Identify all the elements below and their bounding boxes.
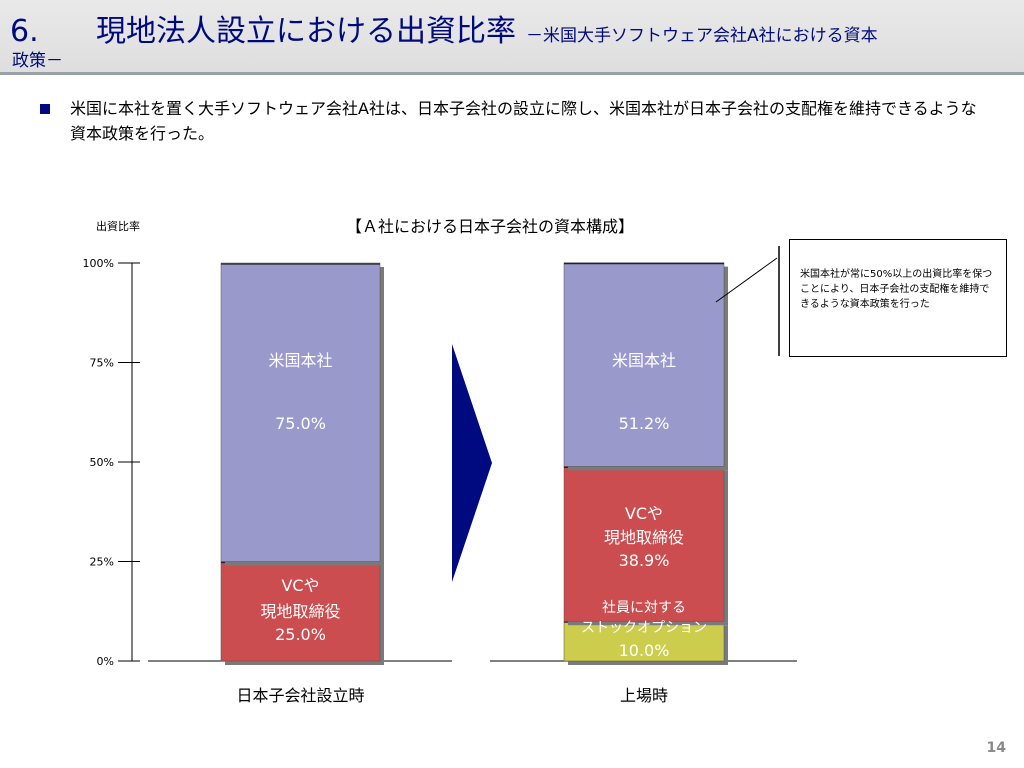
- segment-label: VCや: [625, 504, 663, 523]
- bar-segment-us_hq: [563, 262, 725, 467]
- y-axis-label: 出資比率: [96, 219, 140, 233]
- y-tick-label: 0%: [97, 655, 114, 668]
- bullet-point: 米国に本社を置く大手ソフトウェア会社A社は、日本子会社の設立に際し、米国本社が日…: [40, 96, 990, 146]
- section-number: 6.: [10, 14, 39, 49]
- y-tick-label: 100%: [83, 257, 114, 270]
- bar-segment-vc: [220, 561, 381, 662]
- y-tick-label: 25%: [90, 556, 114, 569]
- segment-label: 51.2%: [619, 414, 670, 433]
- title-bar: 6. 現地法人設立における出資比率 －米国大手ソフトウェア会社A社における資本 政策…: [0, 0, 1024, 75]
- segment-label: 現地取締役: [260, 602, 340, 621]
- segment-label: 社員に対する: [602, 600, 686, 616]
- segment-label: ストックオプション: [581, 620, 707, 636]
- callout-box: 米国本社が常に50%以上の出資比率を保つことにより、日本子会社の支配権を維持でき…: [789, 239, 1007, 357]
- page-subtitle-line1: －米国大手ソフトウェア会社A社における資本: [526, 26, 878, 46]
- segment-label: 10.0%: [619, 641, 670, 660]
- segment-label: 75.0%: [275, 414, 326, 433]
- segment-label: 米国本社: [268, 351, 332, 370]
- bullet-text: 米国に本社を置く大手ソフトウェア会社A社は、日本子会社の設立に際し、米国本社が日…: [70, 99, 977, 143]
- bar-segment-us_hq: [220, 262, 381, 562]
- title-row: 6. 現地法人設立における出資比率 －米国大手ソフトウェア会社A社における資本: [10, 6, 878, 50]
- page-subtitle-line2: 政策－: [12, 51, 63, 71]
- callout-leader-line: [715, 257, 778, 303]
- segment-label: 米国本社: [612, 351, 676, 370]
- page-title: 現地法人設立における出資比率: [96, 14, 516, 49]
- transition-arrow-icon: [452, 344, 492, 582]
- segment-label: 25.0%: [275, 625, 326, 644]
- y-tick-label: 50%: [90, 456, 114, 469]
- bar-segment-vc: [563, 466, 725, 622]
- x-category-label: 上場時: [620, 686, 668, 705]
- y-tick-label: 75%: [90, 357, 114, 370]
- square-bullet-icon: [40, 104, 50, 114]
- chart-title: 【Ａ社における日本子会社の資本構成】: [346, 217, 634, 236]
- bar-segment-stock_option: [563, 620, 725, 662]
- segment-label: 現地取締役: [604, 528, 684, 547]
- segment-label: 38.9%: [619, 551, 670, 570]
- x-category-label: 日本子会社設立時: [236, 686, 364, 705]
- segment-label: VCや: [281, 576, 319, 595]
- page-number: 14: [986, 740, 1006, 756]
